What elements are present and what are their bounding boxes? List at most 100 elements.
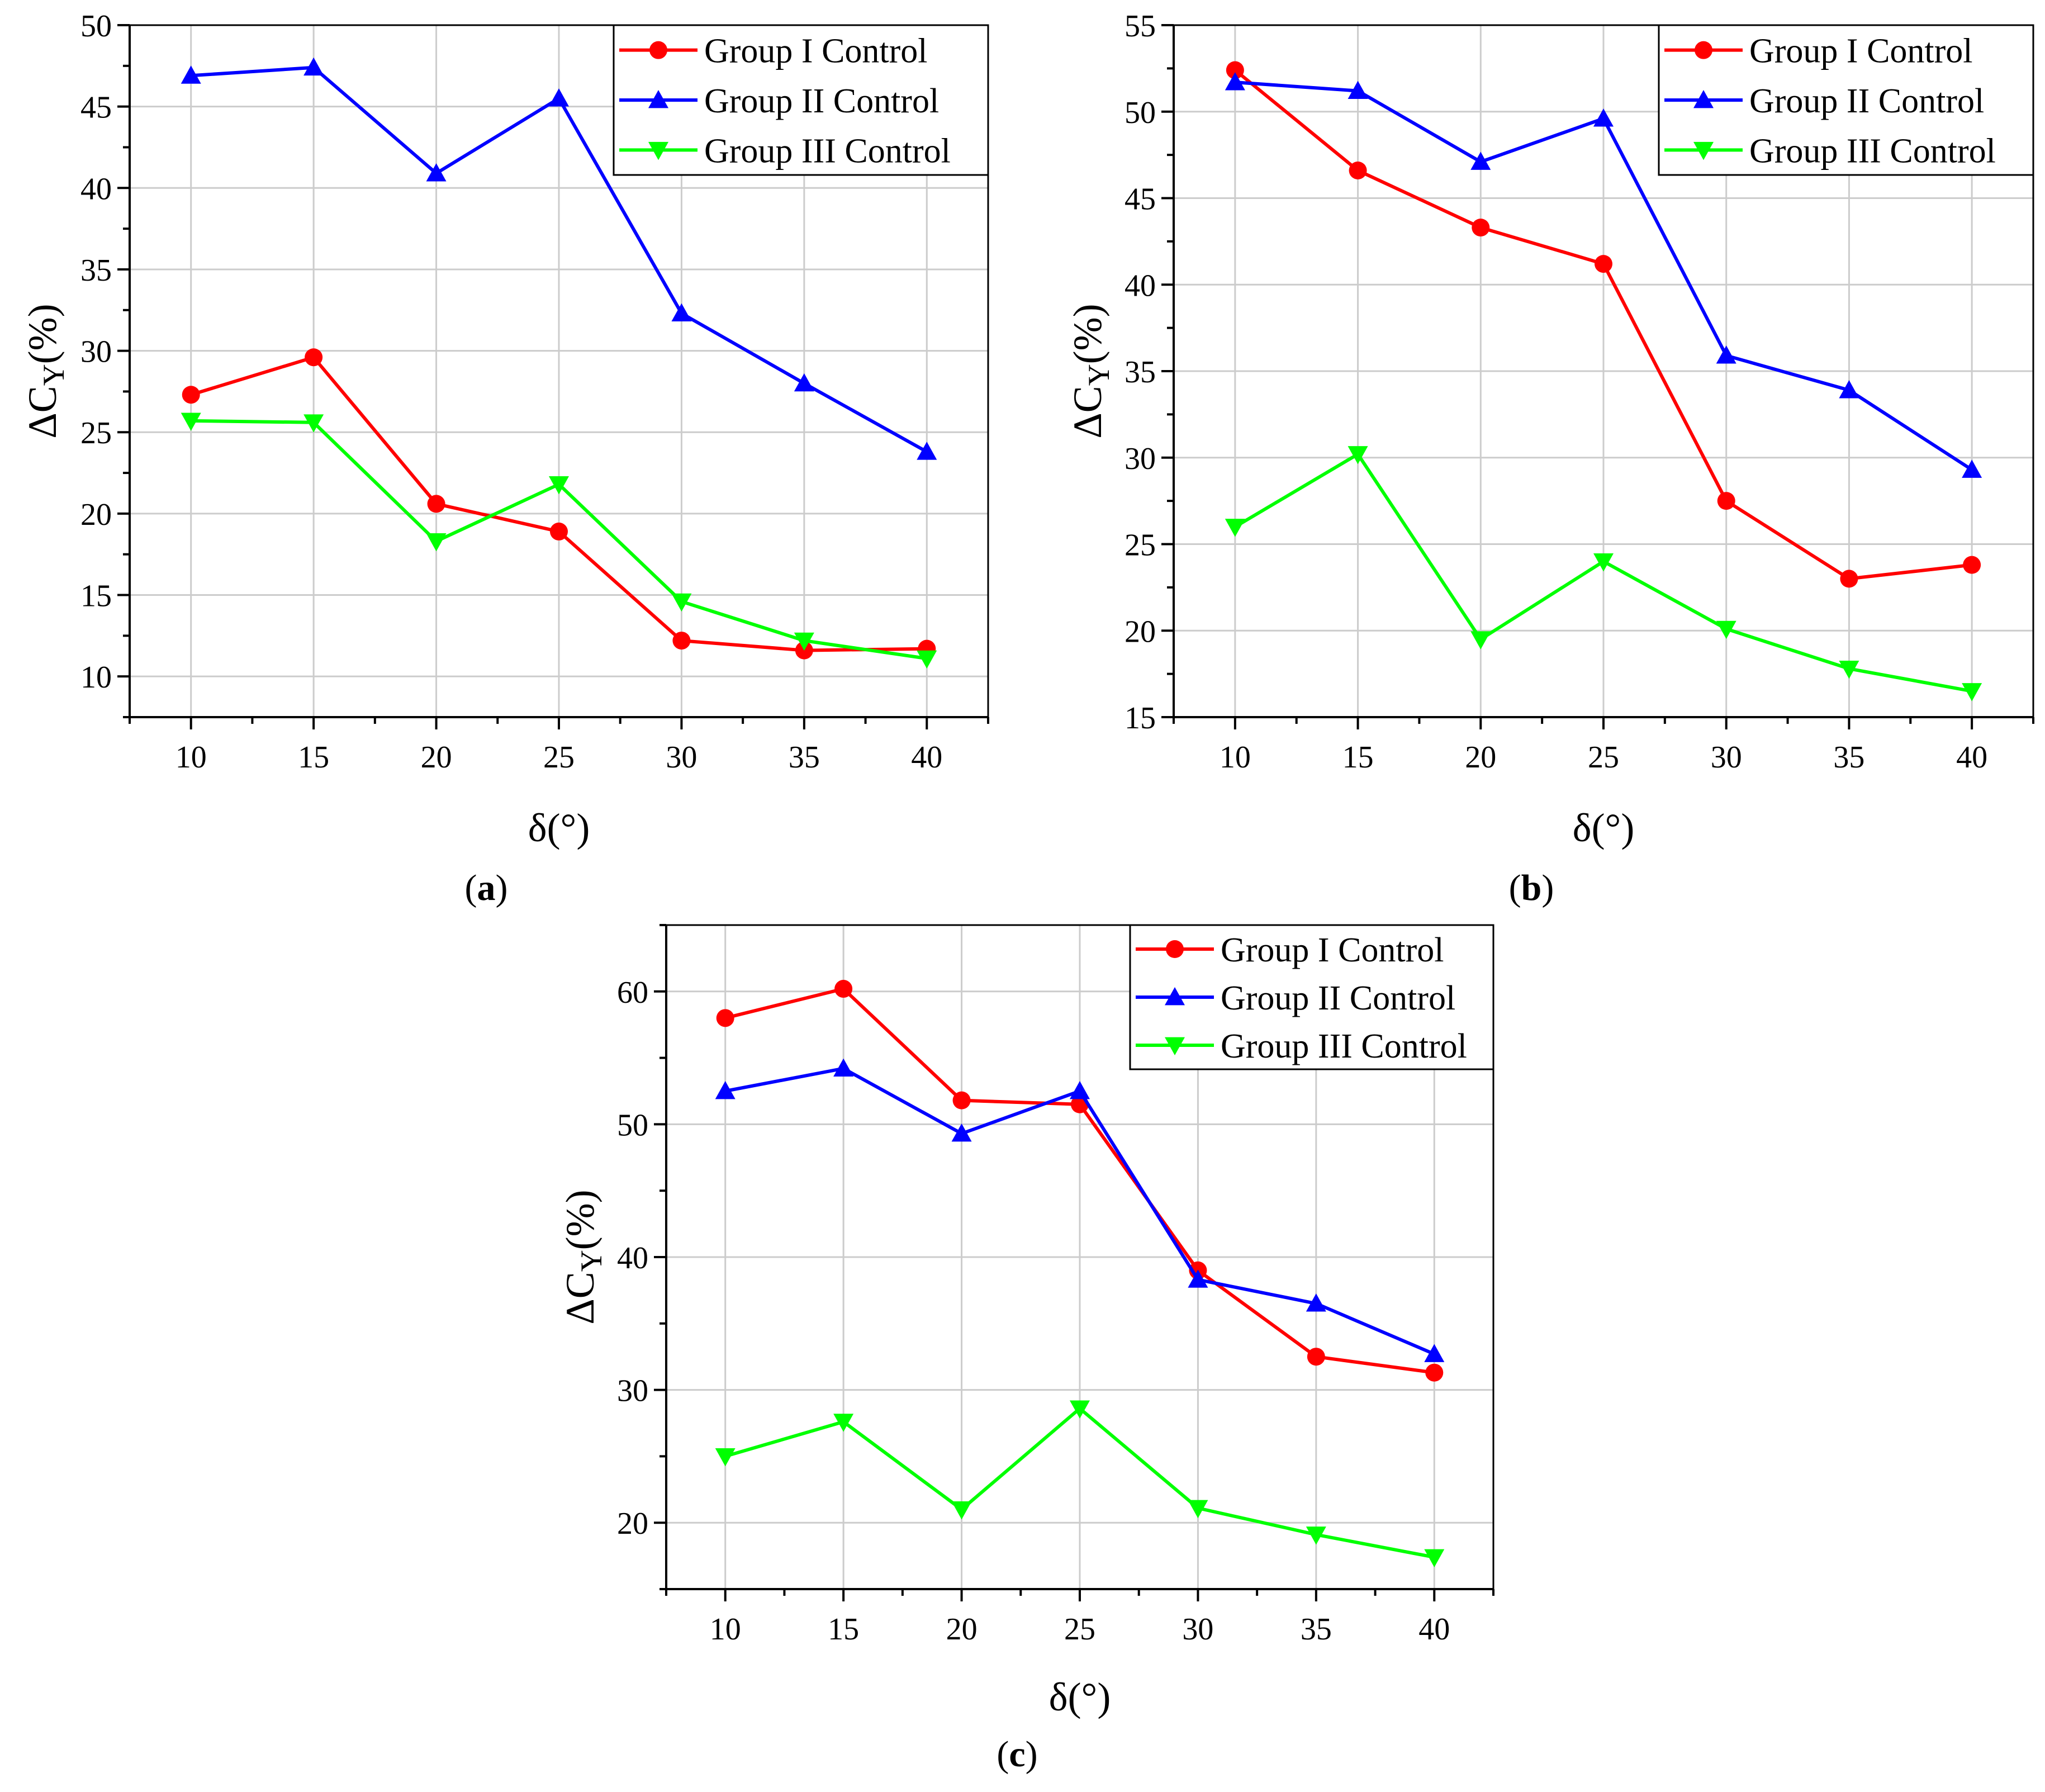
data-point <box>1470 631 1491 650</box>
data-point <box>426 533 447 552</box>
x-tick-label: 25 <box>1588 740 1619 775</box>
y-tick-label: 30 <box>80 335 112 369</box>
series-2 <box>181 57 937 460</box>
legend: Group I Control Group II Control Group III… <box>1129 924 1494 1070</box>
y-tick-label: 10 <box>80 660 112 695</box>
panel-label: (b) <box>1509 867 1554 908</box>
data-point <box>550 522 568 541</box>
data-point <box>1347 80 1368 99</box>
data-point <box>716 1009 734 1027</box>
legend: Group I Control Group II Control Group III… <box>613 24 989 176</box>
data-point <box>181 65 201 84</box>
data-point <box>182 386 200 404</box>
series-2 <box>1225 72 1982 478</box>
legend-label: Group II Control <box>1749 82 1984 120</box>
y-tick-label: 30 <box>617 1374 648 1409</box>
data-point <box>1306 1526 1326 1545</box>
data-point <box>1225 72 1245 91</box>
y-tick-label: 40 <box>1124 268 1156 303</box>
data-point <box>1962 459 1982 478</box>
x-tick-label: 35 <box>1301 1612 1332 1647</box>
data-point <box>1306 1293 1326 1312</box>
data-point <box>917 442 937 460</box>
x-tick-label: 15 <box>828 1612 859 1647</box>
y-tick-label: 25 <box>80 416 112 451</box>
y-tick-label: 35 <box>80 253 112 288</box>
y-tick-label: 15 <box>1124 701 1156 736</box>
legend-marker <box>1695 41 1712 59</box>
data-point <box>549 476 569 495</box>
data-point <box>1593 553 1614 572</box>
legend-marker <box>1166 940 1184 958</box>
y-tick-label: 50 <box>80 9 112 44</box>
data-point <box>305 348 323 367</box>
legend-label: Group III Control <box>1749 132 1996 170</box>
x-tick-label: 10 <box>1220 740 1251 775</box>
y-tick-label: 45 <box>80 91 112 125</box>
data-point <box>1840 570 1858 588</box>
data-point <box>952 1091 971 1110</box>
x-axis-label: δ(°) <box>1049 1675 1111 1719</box>
data-point <box>672 632 691 650</box>
data-point <box>181 413 201 431</box>
y-axis-label: ΔCY(%) <box>558 1189 608 1324</box>
x-tick-label: 30 <box>1182 1612 1213 1647</box>
legend-label: Group II Control <box>1221 979 1455 1017</box>
series-2 <box>715 1058 1445 1362</box>
data-point <box>426 163 447 182</box>
data-point <box>715 1081 736 1099</box>
data-point <box>671 593 692 612</box>
legend-label: Group I Control <box>1221 931 1444 969</box>
data-point <box>1963 556 1981 574</box>
data-point <box>833 1058 854 1077</box>
data-point <box>1347 446 1368 464</box>
x-tick-label: 15 <box>1342 740 1374 775</box>
x-tick-label: 15 <box>298 740 329 775</box>
x-tick-label: 30 <box>666 740 697 775</box>
y-axis-label: ΔCY(%) <box>1065 304 1116 438</box>
x-tick-label: 20 <box>946 1612 978 1647</box>
data-point <box>1472 219 1490 237</box>
data-point <box>1424 1344 1445 1362</box>
data-point <box>1070 1400 1090 1419</box>
data-point <box>1716 345 1736 364</box>
y-tick-label: 30 <box>1124 442 1156 476</box>
y-tick-label: 60 <box>617 975 648 1010</box>
panel-label: (c) <box>997 1734 1037 1775</box>
y-tick-label: 20 <box>617 1506 648 1541</box>
legend-label: Group II Control <box>704 82 939 120</box>
series-3 <box>1225 446 1982 701</box>
y-tick-label: 45 <box>1124 182 1156 217</box>
series-3 <box>715 1400 1445 1567</box>
data-point <box>1070 1081 1090 1099</box>
panel-label: (a) <box>465 867 508 908</box>
legend-label: Group III Control <box>704 132 951 170</box>
legend-label: Group I Control <box>704 32 928 70</box>
data-point <box>303 414 324 433</box>
data-point <box>917 650 937 669</box>
y-tick-label: 35 <box>1124 355 1156 390</box>
data-point <box>1349 161 1367 179</box>
data-point <box>1424 1549 1445 1567</box>
y-tick-label: 25 <box>1124 528 1156 563</box>
data-point <box>1595 255 1612 273</box>
legend-marker <box>648 141 668 160</box>
y-tick-label: 20 <box>1124 614 1156 649</box>
x-tick-label: 35 <box>1833 740 1864 775</box>
x-tick-label: 40 <box>911 740 942 775</box>
data-point <box>951 1123 972 1142</box>
data-point <box>1226 61 1244 79</box>
data-point <box>1225 519 1245 537</box>
chart-panel-c: 10 15 20 25 30 35 40 20 30 40 50 60 δ(°) ΔCY(%) Group … <box>558 924 1494 1775</box>
data-point <box>833 1414 854 1432</box>
x-tick-label: 25 <box>1064 1612 1095 1647</box>
x-tick-label: 40 <box>1418 1612 1450 1647</box>
y-tick-label: 40 <box>617 1241 648 1276</box>
legend-marker <box>1165 987 1185 1006</box>
data-point <box>671 303 692 321</box>
x-tick-label: 40 <box>1956 740 1987 775</box>
data-point <box>834 980 853 998</box>
x-tick-label: 35 <box>789 740 820 775</box>
x-tick-label: 20 <box>1465 740 1496 775</box>
